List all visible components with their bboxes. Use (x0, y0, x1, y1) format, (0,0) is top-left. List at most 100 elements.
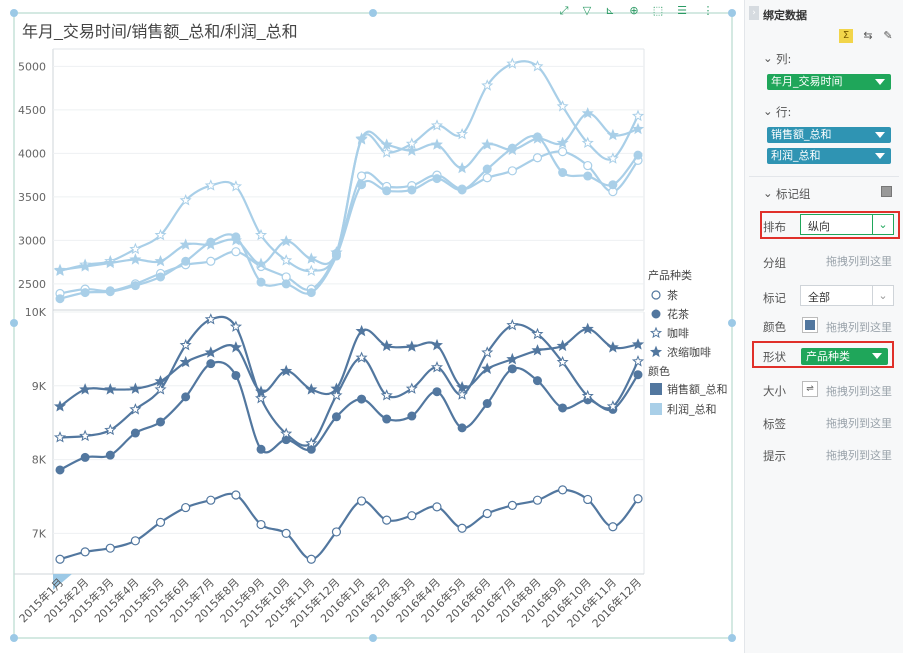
legend-color-label: 销售额_总和 (667, 382, 728, 396)
mark-select[interactable]: 全部 ⌄ (800, 285, 894, 306)
data-point (330, 382, 343, 394)
size-slider-icon[interactable]: ⇌ (802, 381, 818, 397)
y-ticks-bottom: 7K 8K 9K 10K (25, 306, 644, 540)
legend-shape-label: 茶 (667, 289, 678, 302)
collapse-icon[interactable]: › (749, 6, 759, 20)
resize-handle[interactable] (728, 634, 736, 642)
data-point (154, 254, 167, 267)
size-label: 大小 (763, 384, 786, 398)
chevron-down-icon[interactable] (875, 153, 885, 159)
resize-handle[interactable] (728, 9, 736, 17)
y-tick-label: 7K (32, 527, 47, 540)
data-point (355, 351, 368, 363)
data-point (481, 362, 494, 375)
axis-icon[interactable]: ⊾ (605, 4, 615, 17)
color-drop-zone[interactable]: 拖拽列到这里 (826, 321, 892, 334)
data-point (382, 414, 392, 424)
chevron-down-icon[interactable]: ⌄ (872, 215, 893, 234)
chevron-down-icon[interactable]: ⌄ (872, 286, 893, 305)
data-point (306, 554, 316, 564)
eraser-icon[interactable]: ✎ (883, 29, 893, 42)
column-field-pill[interactable]: 年月_交易时间 (767, 74, 891, 90)
mark-label: 标记 (763, 291, 786, 305)
data-point (179, 355, 192, 368)
data-point (455, 388, 469, 400)
fit-icon[interactable]: ⤢ (559, 4, 569, 17)
profit-series (53, 57, 645, 304)
data-point (229, 320, 243, 332)
more-icon[interactable]: ⋮ (702, 4, 714, 17)
data-point (179, 238, 192, 250)
chevron-down-icon[interactable] (872, 353, 882, 359)
legend-shape-marker (651, 290, 661, 300)
data-point (456, 380, 469, 393)
row-field-label: 销售额_总和 (771, 128, 832, 141)
data-point (357, 180, 367, 190)
data-point (430, 361, 444, 373)
shape-field-pill[interactable]: 产品种类 (801, 348, 888, 365)
row-field-pill[interactable]: 利润_总和 (767, 148, 891, 164)
swap-icon[interactable]: ⇆ (863, 29, 873, 42)
legend-shape-title: 产品种类 (648, 268, 692, 282)
data-point (156, 417, 166, 427)
data-point (581, 136, 594, 149)
data-point (130, 428, 140, 438)
data-point (181, 256, 191, 266)
list-icon[interactable]: ☰ (677, 4, 687, 17)
chart-canvas: 年月_交易时间/销售额_总和/利润_总和 2500 3000 3500 4000 450… (10, 9, 736, 642)
tag-drop-zone[interactable]: 拖拽列到这里 (826, 417, 892, 430)
color-label: 颜色 (763, 320, 786, 334)
data-point (80, 288, 90, 298)
row-field-pill[interactable]: 销售额_总和 (767, 127, 891, 143)
layout-highlight (760, 211, 900, 239)
data-point (55, 465, 65, 475)
data-point (356, 171, 367, 181)
resize-handle[interactable] (10, 9, 18, 17)
data-point (633, 370, 643, 380)
y-ticks-top: 2500 3000 3500 4000 4500 5000 (18, 60, 644, 291)
resize-handle[interactable] (369, 9, 377, 17)
filter-icon[interactable]: ▽ (582, 4, 592, 17)
data-point (407, 511, 417, 521)
series-line-0 (59, 488, 639, 561)
data-point (104, 256, 117, 269)
chevron-down-icon[interactable]: ⌄ (763, 104, 773, 118)
group-drop-zone[interactable]: 拖拽列到这里 (826, 255, 892, 268)
data-point (558, 168, 568, 178)
data-point (506, 57, 519, 69)
layout-select[interactable]: 纵向 ⌄ (800, 214, 894, 235)
select-icon[interactable]: ⬚ (652, 4, 664, 17)
data-point (606, 341, 619, 353)
data-point (531, 60, 544, 72)
chevron-down-icon[interactable]: ⌄ (763, 186, 773, 200)
data-point (481, 138, 494, 150)
size-drop-zone[interactable]: 拖拽列到这里 (826, 385, 892, 398)
data-point (558, 403, 568, 413)
tooltip-drop-zone[interactable]: 拖拽列到这里 (826, 449, 892, 462)
legend-shape-marker (651, 309, 661, 319)
data-point (482, 399, 492, 409)
zoom-icon[interactable]: ⊕ (629, 4, 639, 17)
sum-icon[interactable]: Σ (839, 29, 853, 43)
data-point (380, 146, 393, 158)
color-swatch[interactable] (802, 317, 818, 333)
resize-handle[interactable] (369, 634, 377, 642)
data-point (356, 496, 367, 506)
data-point (631, 109, 645, 122)
data-point (481, 79, 494, 91)
resize-handle[interactable] (10, 634, 18, 642)
data-point (380, 389, 393, 401)
chevron-down-icon[interactable] (875, 79, 885, 85)
resize-handle[interactable] (728, 319, 736, 327)
layout-label: 排布 (763, 220, 786, 234)
data-point (531, 132, 544, 144)
data-point (407, 411, 417, 421)
data-point (631, 338, 645, 350)
resize-handle[interactable] (10, 319, 18, 327)
data-point (204, 179, 217, 191)
image-icon[interactable] (881, 186, 892, 197)
chevron-down-icon[interactable]: ⌄ (763, 51, 773, 65)
resize-handles[interactable] (10, 9, 736, 642)
divider (749, 176, 899, 177)
chevron-down-icon[interactable] (875, 132, 885, 138)
